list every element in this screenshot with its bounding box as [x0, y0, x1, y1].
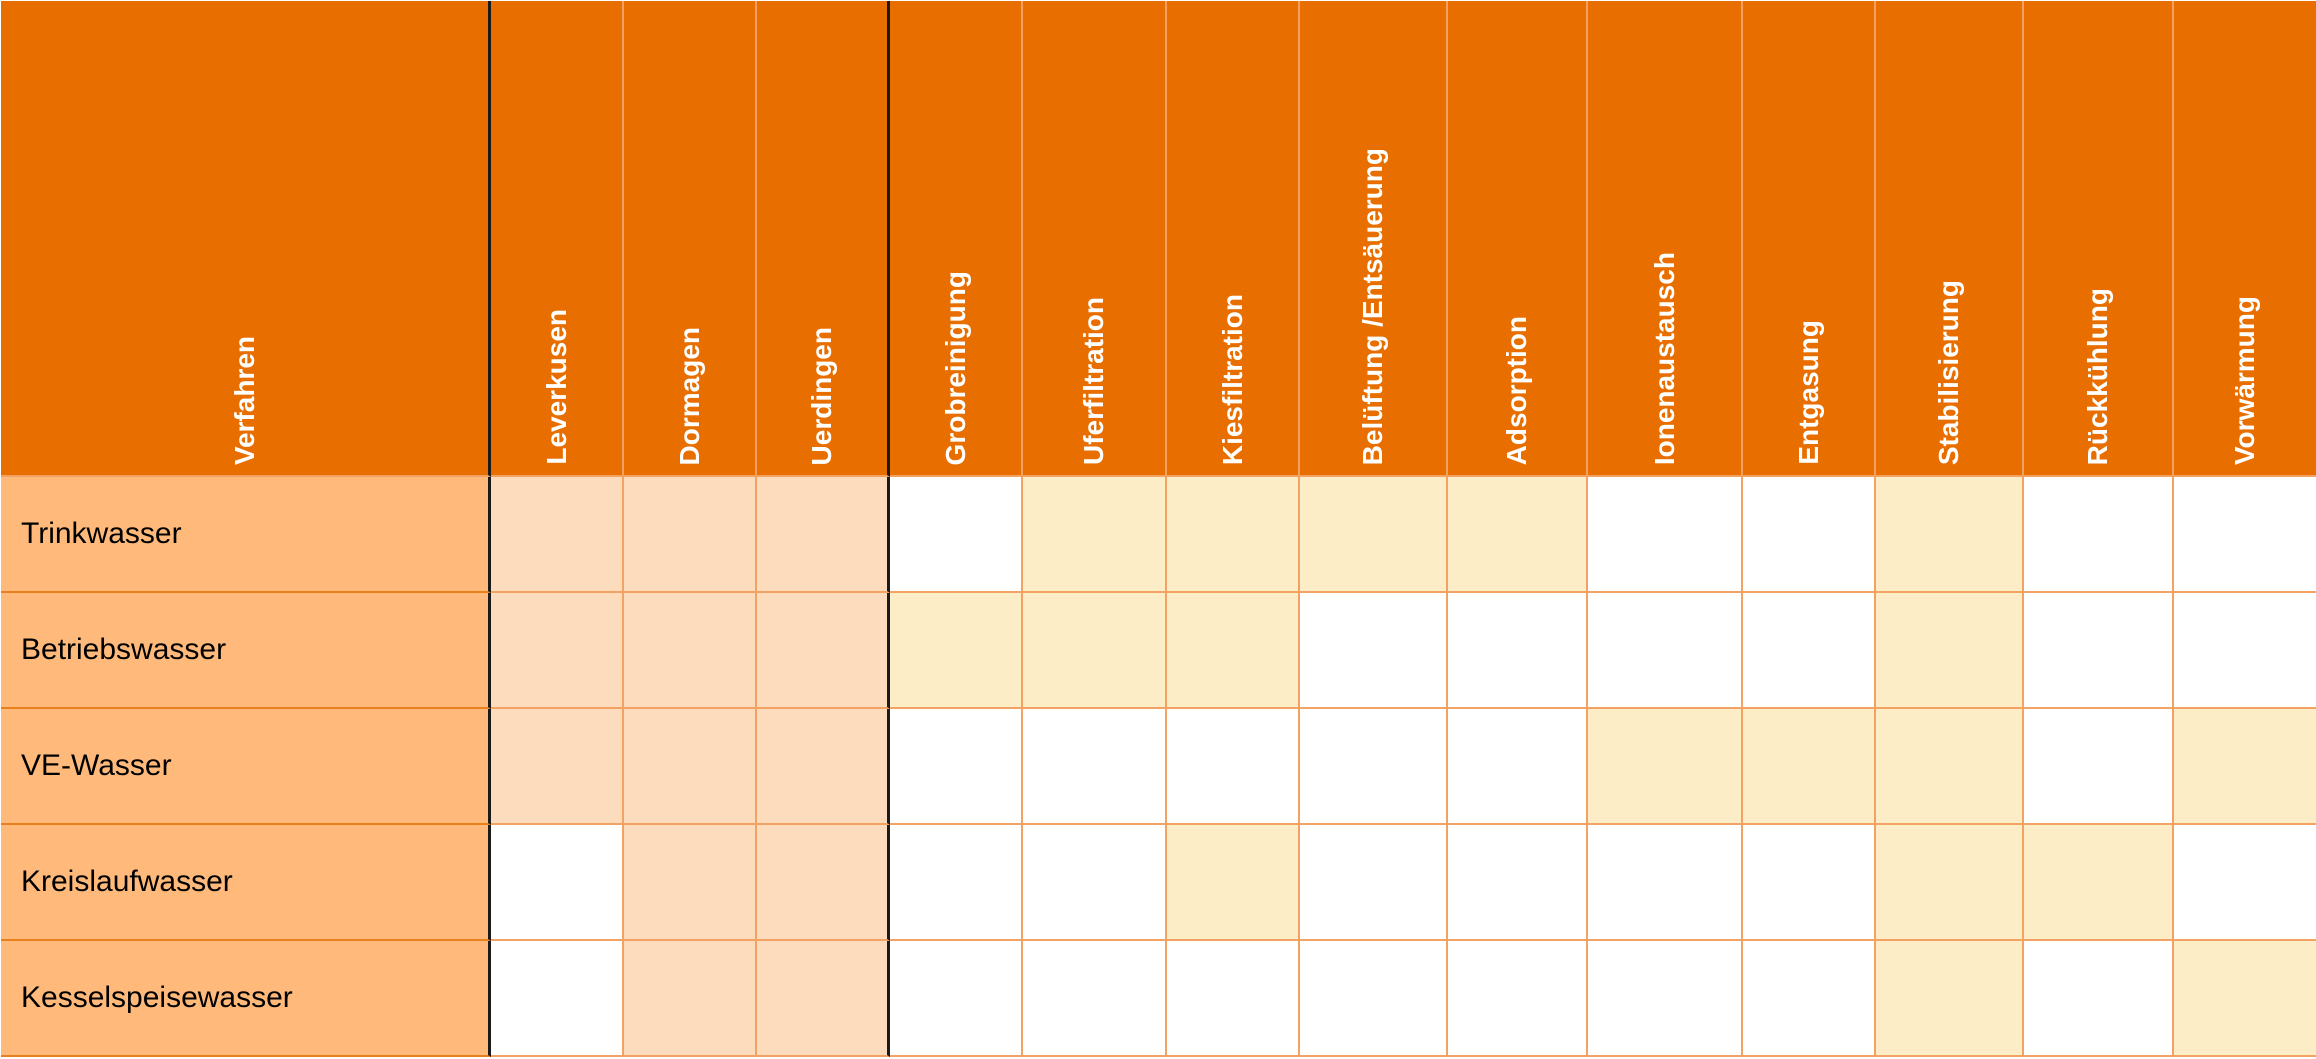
process-cell-ve-wasser-belueftung-entsaeuerung	[1300, 709, 1448, 825]
row-label-ve-wasser: VE-Wasser	[1, 709, 491, 825]
process-cell-kreislaufwasser-adsorption	[1448, 825, 1588, 941]
process-cell-betriebswasser-ionenaustausch	[1588, 593, 1743, 709]
site-cell-ve-wasser-leverkusen	[491, 709, 624, 825]
process-cell-trinkwasser-entgasung	[1743, 477, 1876, 593]
site-cell-kesselspeisewasser-uerdingen	[757, 941, 890, 1057]
header-site-dormagen-label: Dormagen	[673, 326, 705, 465]
process-cell-kesselspeisewasser-belueftung-entsaeuerung	[1300, 941, 1448, 1057]
process-cell-betriebswasser-vorwaermung	[2174, 593, 2316, 709]
process-cell-ve-wasser-stabilisierung	[1876, 709, 2024, 825]
header-process-grobreinigung-label: Grobreinigung	[939, 270, 971, 465]
header-process-adsorption-label: Adsorption	[1501, 315, 1532, 465]
process-cell-kesselspeisewasser-rueckkuehlung	[2024, 941, 2174, 1057]
header-process-ionenaustausch-label: Ionenaustausch	[1648, 251, 1680, 465]
header-site-uerdingen: Uerdingen	[757, 1, 890, 477]
process-cell-betriebswasser-stabilisierung	[1876, 593, 2024, 709]
process-cell-betriebswasser-rueckkuehlung	[2024, 593, 2174, 709]
site-cell-trinkwasser-leverkusen	[491, 477, 624, 593]
process-cell-kreislaufwasser-belueftung-entsaeuerung	[1300, 825, 1448, 941]
process-cell-trinkwasser-belueftung-entsaeuerung	[1300, 477, 1448, 593]
process-cell-ve-wasser-entgasung	[1743, 709, 1876, 825]
header-process-stabilisierung: Stabilisierung	[1876, 1, 2024, 477]
process-cell-kesselspeisewasser-adsorption	[1448, 941, 1588, 1057]
process-cell-kreislaufwasser-grobreinigung	[890, 825, 1023, 941]
process-cell-trinkwasser-uferfiltration	[1023, 477, 1167, 593]
process-cell-ve-wasser-kiesfiltration	[1167, 709, 1300, 825]
process-cell-kreislaufwasser-vorwaermung	[2174, 825, 2316, 941]
process-cell-ve-wasser-rueckkuehlung	[2024, 709, 2174, 825]
process-cell-betriebswasser-grobreinigung	[890, 593, 1023, 709]
site-cell-betriebswasser-dormagen	[624, 593, 757, 709]
process-cell-kreislaufwasser-entgasung	[1743, 825, 1876, 941]
site-cell-kesselspeisewasser-leverkusen	[491, 941, 624, 1057]
process-cell-trinkwasser-grobreinigung	[890, 477, 1023, 593]
process-cell-kreislaufwasser-ionenaustausch	[1588, 825, 1743, 941]
header-process-entgasung: Entgasung	[1743, 1, 1876, 477]
process-cell-trinkwasser-rueckkuehlung	[2024, 477, 2174, 593]
process-cell-kreislaufwasser-rueckkuehlung	[2024, 825, 2174, 941]
site-cell-trinkwasser-dormagen	[624, 477, 757, 593]
process-cell-trinkwasser-vorwaermung	[2174, 477, 2316, 593]
header-verfahren-label: Verfahren	[228, 335, 260, 465]
site-cell-kesselspeisewasser-dormagen	[624, 941, 757, 1057]
process-cell-betriebswasser-uferfiltration	[1023, 593, 1167, 709]
site-cell-kreislaufwasser-dormagen	[624, 825, 757, 941]
process-cell-kesselspeisewasser-kiesfiltration	[1167, 941, 1300, 1057]
process-cell-betriebswasser-adsorption	[1448, 593, 1588, 709]
header-process-belueftung-entsaeuerung-label: Belüftung /Entsäuerung	[1357, 147, 1388, 465]
header-verfahren: Verfahren	[1, 1, 491, 477]
row-label-betriebswasser: Betriebswasser	[1, 593, 491, 709]
process-cell-kreislaufwasser-kiesfiltration	[1167, 825, 1300, 941]
header-process-belueftung-entsaeuerung: Belüftung /Entsäuerung	[1300, 1, 1448, 477]
header-site-dormagen: Dormagen	[624, 1, 757, 477]
process-cell-betriebswasser-kiesfiltration	[1167, 593, 1300, 709]
process-cell-betriebswasser-entgasung	[1743, 593, 1876, 709]
header-process-vorwaermung-label: Vorwärmung	[2229, 295, 2260, 465]
process-cell-kesselspeisewasser-grobreinigung	[890, 941, 1023, 1057]
process-cell-kesselspeisewasser-entgasung	[1743, 941, 1876, 1057]
site-cell-trinkwasser-uerdingen	[757, 477, 890, 593]
site-cell-betriebswasser-uerdingen	[757, 593, 890, 709]
process-cell-kreislaufwasser-stabilisierung	[1876, 825, 2024, 941]
process-cell-kesselspeisewasser-uferfiltration	[1023, 941, 1167, 1057]
row-label-trinkwasser: Trinkwasser	[1, 477, 491, 593]
process-cell-trinkwasser-kiesfiltration	[1167, 477, 1300, 593]
site-cell-ve-wasser-dormagen	[624, 709, 757, 825]
site-cell-kreislaufwasser-leverkusen	[491, 825, 624, 941]
process-cell-trinkwasser-adsorption	[1448, 477, 1588, 593]
process-cell-kesselspeisewasser-vorwaermung	[2174, 941, 2316, 1057]
process-cell-ve-wasser-vorwaermung	[2174, 709, 2316, 825]
process-cell-trinkwasser-stabilisierung	[1876, 477, 2024, 593]
header-process-kiesfiltration: Kiesfiltration	[1167, 1, 1300, 477]
header-process-rueckkuehlung-label: Rückkühlung	[2082, 287, 2113, 465]
header-process-entgasung-label: Entgasung	[1792, 320, 1824, 465]
header-process-ionenaustausch: Ionenaustausch	[1588, 1, 1743, 477]
process-cell-ve-wasser-ionenaustausch	[1588, 709, 1743, 825]
header-process-stabilisierung-label: Stabilisierung	[1933, 279, 1964, 465]
process-cell-betriebswasser-belueftung-entsaeuerung	[1300, 593, 1448, 709]
header-process-uferfiltration: Uferfiltration	[1023, 1, 1167, 477]
header-process-adsorption: Adsorption	[1448, 1, 1588, 477]
row-label-kreislaufwasser: Kreislaufwasser	[1, 825, 491, 941]
header-process-grobreinigung: Grobreinigung	[890, 1, 1023, 477]
site-cell-betriebswasser-leverkusen	[491, 593, 624, 709]
header-site-leverkusen-label: Leverkusen	[540, 309, 572, 465]
site-cell-kreislaufwasser-uerdingen	[757, 825, 890, 941]
header-site-leverkusen: Leverkusen	[491, 1, 624, 477]
header-process-rueckkuehlung: Rückkühlung	[2024, 1, 2174, 477]
site-cell-ve-wasser-uerdingen	[757, 709, 890, 825]
process-cell-trinkwasser-ionenaustausch	[1588, 477, 1743, 593]
header-site-uerdingen-label: Uerdingen	[806, 326, 837, 465]
row-label-kesselspeisewasser: Kesselspeisewasser	[1, 941, 491, 1057]
process-cell-ve-wasser-grobreinigung	[890, 709, 1023, 825]
header-process-kiesfiltration-label: Kiesfiltration	[1216, 293, 1248, 465]
process-cell-ve-wasser-adsorption	[1448, 709, 1588, 825]
process-cell-ve-wasser-uferfiltration	[1023, 709, 1167, 825]
process-cell-kreislaufwasser-uferfiltration	[1023, 825, 1167, 941]
header-process-vorwaermung: Vorwärmung	[2174, 1, 2316, 477]
process-cell-kesselspeisewasser-stabilisierung	[1876, 941, 2024, 1057]
header-process-uferfiltration-label: Uferfiltration	[1078, 297, 1109, 465]
process-cell-kesselspeisewasser-ionenaustausch	[1588, 941, 1743, 1057]
